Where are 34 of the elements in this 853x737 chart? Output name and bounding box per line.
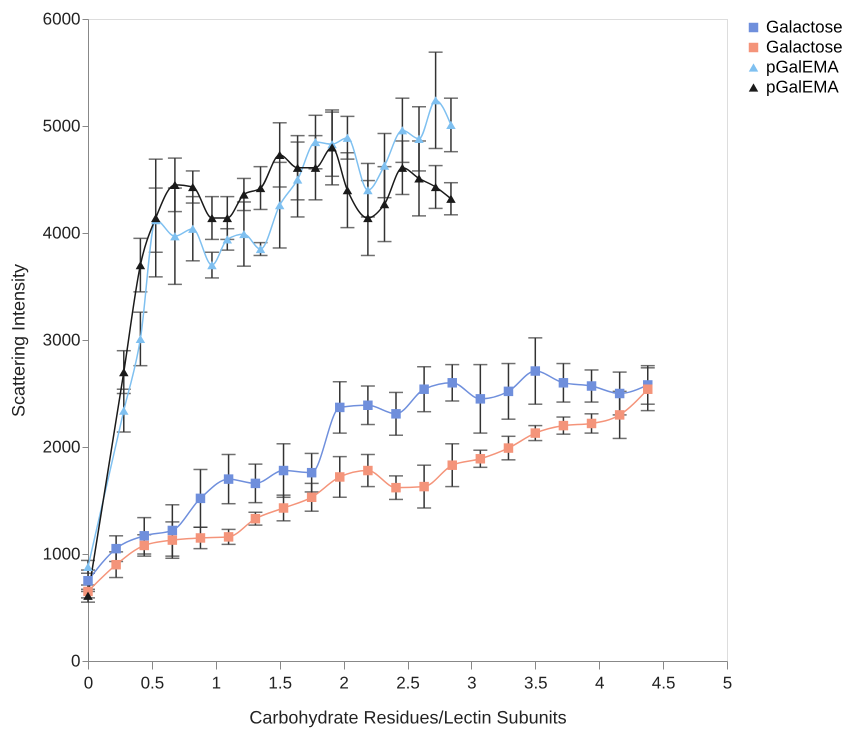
y-tick-label: 6000 [42, 10, 80, 28]
x-tick-label: 3.5 [524, 674, 548, 692]
x-tick-label: 5 [722, 674, 732, 692]
y-tick-label: 0 [71, 652, 80, 670]
point [447, 460, 457, 470]
point [335, 402, 345, 412]
y-tick-label: 3000 [42, 330, 80, 350]
x-tick-label: 0.5 [140, 674, 164, 692]
x-tick-label: 2 [339, 674, 349, 692]
y-tick-label: 2000 [42, 438, 80, 456]
point [363, 400, 373, 410]
legend-label: pGalEMA [766, 58, 840, 76]
x-axis-title: Carbohydrate Residues/Lectin Subunits [249, 708, 567, 728]
point [476, 454, 486, 464]
point [643, 384, 653, 394]
x-tick-label: 1.5 [268, 674, 292, 692]
point [335, 472, 345, 482]
x-tick-label: 0 [84, 674, 94, 692]
x-tick-label: 2.5 [396, 674, 420, 692]
x-tick-label: 4 [594, 674, 604, 692]
x-tick-label: 4.5 [652, 674, 676, 692]
y-tick-label: 1000 [42, 544, 80, 564]
legend-label: Galactose [766, 38, 843, 56]
legend-label: Galactose [766, 18, 843, 36]
y-axis-title: Scattering Intensity [8, 264, 29, 418]
x-tick-label: 1 [212, 674, 222, 692]
point [150, 214, 160, 222]
point [139, 531, 149, 541]
legend-label: pGalEMA [766, 78, 840, 96]
x-tick-label: 3 [467, 674, 477, 692]
point [447, 378, 457, 388]
y-tick-label: 5000 [42, 116, 80, 136]
point [139, 540, 149, 550]
y-tick-label: 4000 [42, 224, 80, 242]
